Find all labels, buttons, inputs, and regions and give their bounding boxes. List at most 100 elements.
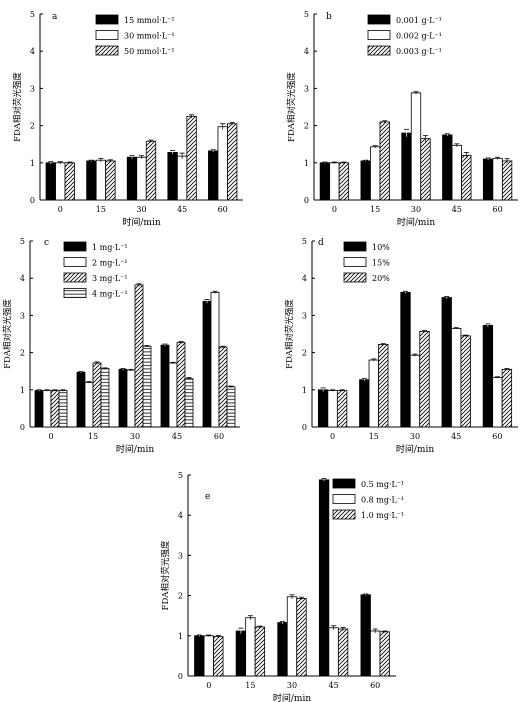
bar-hatch [296, 598, 307, 677]
bar-open [203, 635, 214, 677]
bar-open [329, 162, 340, 201]
legend-swatch-solid [332, 478, 356, 489]
y-tick-label: 2 [178, 592, 183, 601]
x-axis-label: 时间/min [122, 216, 160, 228]
y-tick-label: 0 [20, 423, 25, 432]
bar-hatch [379, 121, 390, 201]
bar-solid [441, 297, 452, 428]
bar-hatch [378, 344, 389, 428]
bar-hatch [337, 628, 349, 677]
bar-hatch [379, 631, 390, 677]
x-tick-label: 60 [214, 432, 224, 441]
y-tick-label: 2 [30, 122, 35, 131]
legend-label: 0.003 g·L⁻¹ [396, 47, 442, 56]
x-tick-label: 30 [287, 681, 297, 690]
y-tick-label: 2 [302, 349, 307, 358]
bar-hatch [64, 162, 75, 201]
bar-hatch [218, 346, 228, 428]
y-tick-label: 4 [304, 47, 309, 56]
y-tick-label: 4 [30, 47, 35, 56]
panel-letter: e [205, 492, 210, 502]
bar-solid [359, 379, 370, 428]
legend-swatch-solid [343, 241, 367, 252]
bar-solid [319, 162, 331, 201]
y-tick-label: 3 [302, 311, 307, 320]
x-tick-label: 30 [136, 205, 146, 214]
y-axis-label: FDA相对荧光强度 [284, 299, 295, 369]
legend-label: 0.001 g·L⁻¹ [396, 16, 442, 25]
y-tick-label: 0 [178, 672, 183, 681]
y-tick-label: 3 [20, 311, 25, 320]
bar-open [176, 155, 188, 201]
y-axis-label: FDA相对荧光强度 [160, 540, 171, 610]
bar-hatch [501, 368, 513, 428]
legend: 1 mg·L⁻¹ 2 mg·L⁻¹ 3 mg·L⁻¹ 4 mg·L⁻¹ [63, 241, 128, 299]
bar-solid [160, 344, 170, 428]
y-tick-label: 0 [304, 196, 309, 205]
bar-open [370, 630, 381, 677]
x-tick-label: 30 [411, 205, 421, 214]
legend-swatch-open [343, 257, 367, 267]
y-tick-label: 0 [30, 196, 35, 205]
bar-open [370, 146, 381, 201]
y-tick-label: 5 [20, 237, 25, 246]
bar-solid [208, 150, 219, 201]
legend-swatch-open [367, 30, 391, 40]
bar-hatch [105, 160, 116, 201]
legend-swatch-hatch [343, 272, 367, 283]
bar-hatch [213, 636, 224, 677]
x-tick-label: 45 [452, 205, 462, 214]
bar-hlines [58, 390, 68, 428]
bar-open [168, 362, 178, 428]
y-tick-label: 5 [178, 471, 183, 480]
bar-hatch [50, 390, 60, 428]
y-tick-label: 2 [20, 349, 25, 358]
y-tick-label: 3 [30, 84, 35, 93]
bar-hatch [254, 626, 266, 677]
bar-hatch [336, 390, 348, 428]
legend-swatch-open [332, 494, 356, 504]
bar-open [451, 328, 462, 428]
x-tick-label: 45 [451, 432, 461, 441]
bar-hlines [142, 345, 152, 428]
panel-letter: a [52, 12, 58, 22]
legend-label: 15 mmol·L⁻¹ [124, 16, 175, 25]
legend-swatch-open [63, 257, 87, 267]
bar-solid [45, 162, 56, 201]
legend: 10% 15% 20% [343, 241, 390, 283]
bar-hatch [134, 284, 144, 428]
bar-solid [400, 291, 411, 428]
legend-label: 30 mmol·L⁻¹ [124, 32, 175, 41]
bar-open [492, 157, 503, 201]
legend-swatch-hlines [63, 288, 87, 298]
legend-label: 1.0 mg·L⁻¹ [361, 511, 404, 520]
legend: 0.001 g·L⁻¹ 0.002 g·L⁻¹ 0.003 g·L⁻¹ [367, 14, 442, 56]
legend-swatch-solid [95, 14, 119, 25]
x-axis-label: 时间/min [273, 692, 311, 702]
bar-solid [202, 300, 212, 428]
bar-hlines [184, 378, 194, 428]
x-tick-label: 60 [492, 432, 502, 441]
bar-open [410, 92, 422, 201]
legend-label: 0.8 mg·L⁻¹ [361, 496, 404, 505]
x-tick-label: 15 [245, 681, 255, 690]
bar-hatch [227, 123, 238, 201]
legend-swatch-solid [63, 241, 87, 252]
legend-label: 20% [372, 274, 390, 283]
x-tick-label: 60 [370, 681, 380, 690]
x-tick-label: 60 [218, 205, 228, 214]
bar-solid [360, 594, 371, 677]
bar-hatch [460, 335, 471, 428]
y-tick-label: 5 [30, 10, 35, 19]
bar-open [84, 381, 94, 428]
x-tick-label: 15 [370, 205, 380, 214]
legend-label: 2 mg·L⁻¹ [92, 259, 128, 268]
bar-solid [401, 132, 412, 201]
bar-open [409, 354, 421, 428]
x-tick-label: 0 [58, 205, 63, 214]
panel-letter: c [44, 238, 49, 248]
